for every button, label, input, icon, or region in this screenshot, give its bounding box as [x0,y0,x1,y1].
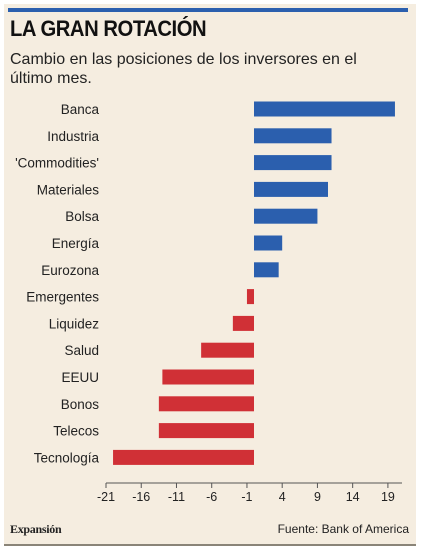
x-tick-label: 19 [381,490,395,504]
bar [254,208,318,224]
x-tick-label: 14 [346,490,360,504]
category-label: Emergentes [26,290,99,305]
bar [113,449,254,465]
chart-subtitle: Cambio en las posiciones de los inversor… [10,51,357,87]
x-tick-label: -6 [206,490,217,504]
x-tick-label: -11 [168,490,185,504]
accent-bar [8,8,408,12]
category-label: Telecos [53,424,99,439]
chart-title: LA GRAN ROTACIÓN [10,16,207,41]
category-label: Bonos [61,397,100,412]
category-label: Tecnología [34,450,100,465]
x-tick-label: 9 [314,490,321,504]
category-label: Materiales [37,182,100,197]
x-tick-label: -16 [132,490,150,504]
category-label: Energía [52,236,100,251]
x-tick-label: 4 [279,490,286,504]
bar [201,342,254,358]
bar [254,101,395,117]
category-label: EEUU [61,370,99,385]
x-tick-label: -1 [241,490,252,504]
category-label: Salud [64,343,99,358]
bar [254,262,279,278]
bar [254,128,332,144]
category-label: Banca [61,102,100,117]
source-note: Fuente: Bank of America [277,522,409,536]
bar [162,369,254,385]
bar [254,155,332,171]
category-label: Eurozona [41,263,99,278]
brand-logo: Expansión [10,522,62,536]
bar [254,235,283,251]
category-label: Liquidez [49,316,100,331]
category-label: Industria [47,129,99,144]
bar [246,289,254,305]
bar [232,315,254,331]
bar [254,181,328,197]
category-label: Bolsa [65,209,99,224]
bar [158,423,254,439]
x-tick-label: -21 [97,490,115,504]
category-label: 'Commodities' [15,156,99,171]
bar [158,396,254,412]
